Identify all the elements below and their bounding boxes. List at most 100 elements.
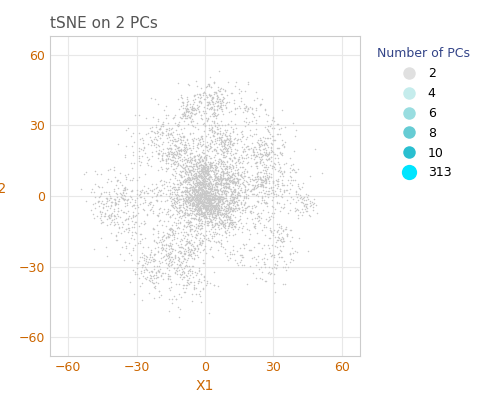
- Point: [185, 198, 193, 205]
- Point: [186, 217, 194, 224]
- Point: [256, 174, 264, 180]
- Point: [195, 179, 203, 186]
- Point: [274, 254, 282, 260]
- Point: [194, 209, 202, 216]
- Point: [256, 183, 264, 189]
- Point: [186, 222, 194, 229]
- Point: [186, 247, 194, 254]
- Point: [184, 162, 192, 169]
- Point: [218, 85, 226, 92]
- Point: [194, 91, 202, 98]
- Point: [150, 263, 158, 269]
- Point: [218, 204, 226, 210]
- Point: [201, 159, 209, 165]
- Point: [207, 205, 215, 212]
- Point: [176, 271, 184, 277]
- Point: [262, 179, 270, 186]
- Point: [185, 194, 193, 201]
- Point: [154, 233, 162, 240]
- Point: [177, 180, 185, 187]
- Point: [213, 130, 221, 136]
- Point: [219, 94, 227, 100]
- Point: [185, 194, 193, 201]
- Point: [185, 251, 193, 257]
- Point: [214, 68, 222, 74]
- Point: [199, 187, 207, 193]
- Point: [162, 234, 170, 240]
- Point: [218, 210, 226, 216]
- Point: [168, 258, 175, 264]
- Point: [249, 146, 257, 152]
- Point: [200, 121, 207, 128]
- Point: [214, 209, 222, 215]
- Point: [180, 157, 188, 163]
- Point: [206, 164, 214, 170]
- Point: [222, 212, 230, 219]
- Point: [146, 275, 154, 282]
- Point: [176, 154, 184, 160]
- Point: [204, 206, 212, 213]
- Point: [270, 149, 278, 156]
- Point: [250, 223, 258, 229]
- Point: [300, 197, 308, 203]
- Point: [206, 280, 214, 286]
- Point: [212, 204, 220, 210]
- Point: [280, 238, 288, 244]
- Point: [163, 126, 171, 132]
- Point: [188, 237, 196, 244]
- Point: [262, 184, 270, 190]
- Point: [108, 199, 116, 206]
- Point: [154, 197, 162, 203]
- Point: [202, 207, 209, 214]
- Point: [174, 253, 182, 260]
- Point: [256, 275, 264, 281]
- Point: [194, 126, 202, 132]
- Point: [236, 216, 244, 222]
- Point: [147, 142, 155, 148]
- Point: [204, 164, 212, 170]
- Point: [183, 159, 191, 165]
- Point: [194, 93, 202, 100]
- Point: [216, 194, 224, 200]
- Point: [230, 175, 237, 182]
- Point: [222, 188, 230, 194]
- Point: [186, 190, 194, 197]
- Point: [198, 238, 205, 244]
- Point: [228, 177, 236, 184]
- Point: [182, 109, 190, 115]
- Point: [174, 122, 182, 128]
- Point: [200, 194, 208, 200]
- Point: [110, 216, 118, 222]
- Point: [192, 200, 200, 207]
- Point: [200, 189, 207, 195]
- Point: [197, 207, 205, 214]
- Point: [206, 200, 214, 206]
- Point: [178, 271, 186, 278]
- Point: [222, 148, 230, 155]
- Point: [214, 136, 222, 143]
- Point: [192, 160, 200, 166]
- Point: [164, 208, 172, 214]
- Point: [185, 181, 193, 187]
- Point: [228, 184, 236, 190]
- Point: [192, 226, 200, 233]
- Point: [244, 174, 252, 180]
- Point: [174, 258, 182, 264]
- Point: [190, 223, 198, 229]
- Point: [273, 228, 281, 234]
- Point: [238, 207, 246, 213]
- Point: [214, 218, 222, 224]
- Point: [184, 210, 192, 217]
- Point: [216, 125, 224, 132]
- Point: [188, 186, 196, 192]
- Point: [208, 128, 216, 134]
- Point: [219, 86, 227, 92]
- Point: [184, 155, 192, 161]
- Point: [192, 102, 200, 108]
- Point: [190, 98, 198, 105]
- Point: [200, 205, 208, 211]
- Point: [188, 184, 196, 190]
- Point: [102, 244, 110, 250]
- Point: [174, 160, 182, 166]
- Point: [206, 173, 214, 179]
